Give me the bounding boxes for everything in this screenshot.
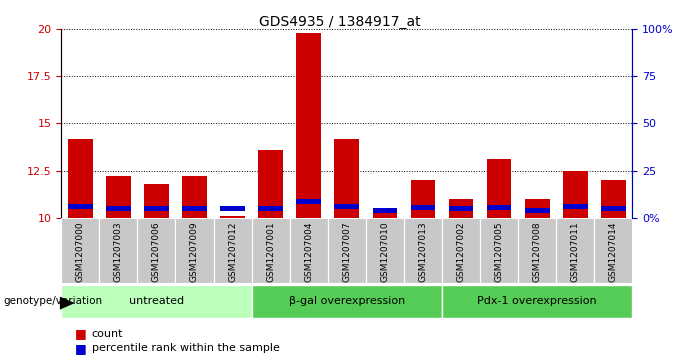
Bar <box>258 150 283 218</box>
Text: ■: ■ <box>75 327 86 340</box>
Bar <box>328 218 366 283</box>
Text: GSM1207004: GSM1207004 <box>304 221 313 282</box>
Bar <box>61 285 252 318</box>
Bar <box>442 218 480 283</box>
Bar <box>563 171 588 218</box>
Bar <box>220 216 245 218</box>
Bar <box>601 206 626 211</box>
Text: GSM1207010: GSM1207010 <box>380 221 390 282</box>
Bar <box>449 199 473 218</box>
Bar <box>252 285 442 318</box>
Bar <box>182 206 207 211</box>
Bar <box>182 176 207 218</box>
Bar <box>601 180 626 218</box>
Text: GSM1207009: GSM1207009 <box>190 221 199 282</box>
Bar <box>335 139 359 218</box>
Text: GSM1207007: GSM1207007 <box>342 221 352 282</box>
Bar <box>594 218 632 283</box>
Text: GSM1207002: GSM1207002 <box>456 221 466 282</box>
Text: GSM1207005: GSM1207005 <box>494 221 504 282</box>
Bar <box>290 218 328 283</box>
Text: GSM1207012: GSM1207012 <box>228 221 237 282</box>
Polygon shape <box>60 297 75 310</box>
Bar <box>296 199 321 204</box>
Bar <box>335 204 359 209</box>
Text: GSM1207001: GSM1207001 <box>266 221 275 282</box>
Bar <box>144 184 169 218</box>
Bar <box>373 208 397 213</box>
Bar <box>487 159 511 218</box>
Text: GSM1207008: GSM1207008 <box>532 221 542 282</box>
Bar <box>525 208 549 213</box>
Bar <box>442 285 632 318</box>
Text: GSM1207013: GSM1207013 <box>418 221 428 282</box>
Text: Pdx-1 overexpression: Pdx-1 overexpression <box>477 295 597 306</box>
Text: ■: ■ <box>75 342 86 355</box>
Bar <box>449 206 473 211</box>
Bar <box>411 205 435 210</box>
Bar <box>525 199 549 218</box>
Bar <box>175 218 214 283</box>
Bar <box>556 218 594 283</box>
Text: count: count <box>92 329 123 339</box>
Bar <box>220 206 245 211</box>
Bar <box>366 218 404 283</box>
Text: GSM1207011: GSM1207011 <box>571 221 580 282</box>
Text: β-gal overexpression: β-gal overexpression <box>289 295 405 306</box>
Bar <box>61 218 99 283</box>
Bar <box>214 218 252 283</box>
Bar <box>106 176 131 218</box>
Text: genotype/variation: genotype/variation <box>3 296 103 306</box>
Text: untreated: untreated <box>129 295 184 306</box>
Bar <box>563 204 588 209</box>
Bar <box>373 208 397 218</box>
Bar <box>252 218 290 283</box>
Bar <box>411 180 435 218</box>
Bar <box>487 205 511 210</box>
Bar <box>99 218 137 283</box>
Bar <box>296 33 321 218</box>
Bar <box>518 218 556 283</box>
Text: percentile rank within the sample: percentile rank within the sample <box>92 343 279 354</box>
Bar <box>137 218 175 283</box>
Text: GSM1207003: GSM1207003 <box>114 221 123 282</box>
Text: GSM1207006: GSM1207006 <box>152 221 161 282</box>
Bar <box>404 218 442 283</box>
Bar <box>68 204 92 209</box>
Bar <box>68 139 92 218</box>
Bar <box>106 206 131 211</box>
Bar <box>144 206 169 211</box>
Text: GSM1207000: GSM1207000 <box>75 221 85 282</box>
Text: GSM1207014: GSM1207014 <box>609 221 618 282</box>
Text: GDS4935 / 1384917_at: GDS4935 / 1384917_at <box>259 15 421 29</box>
Bar <box>258 206 283 211</box>
Bar <box>480 218 518 283</box>
